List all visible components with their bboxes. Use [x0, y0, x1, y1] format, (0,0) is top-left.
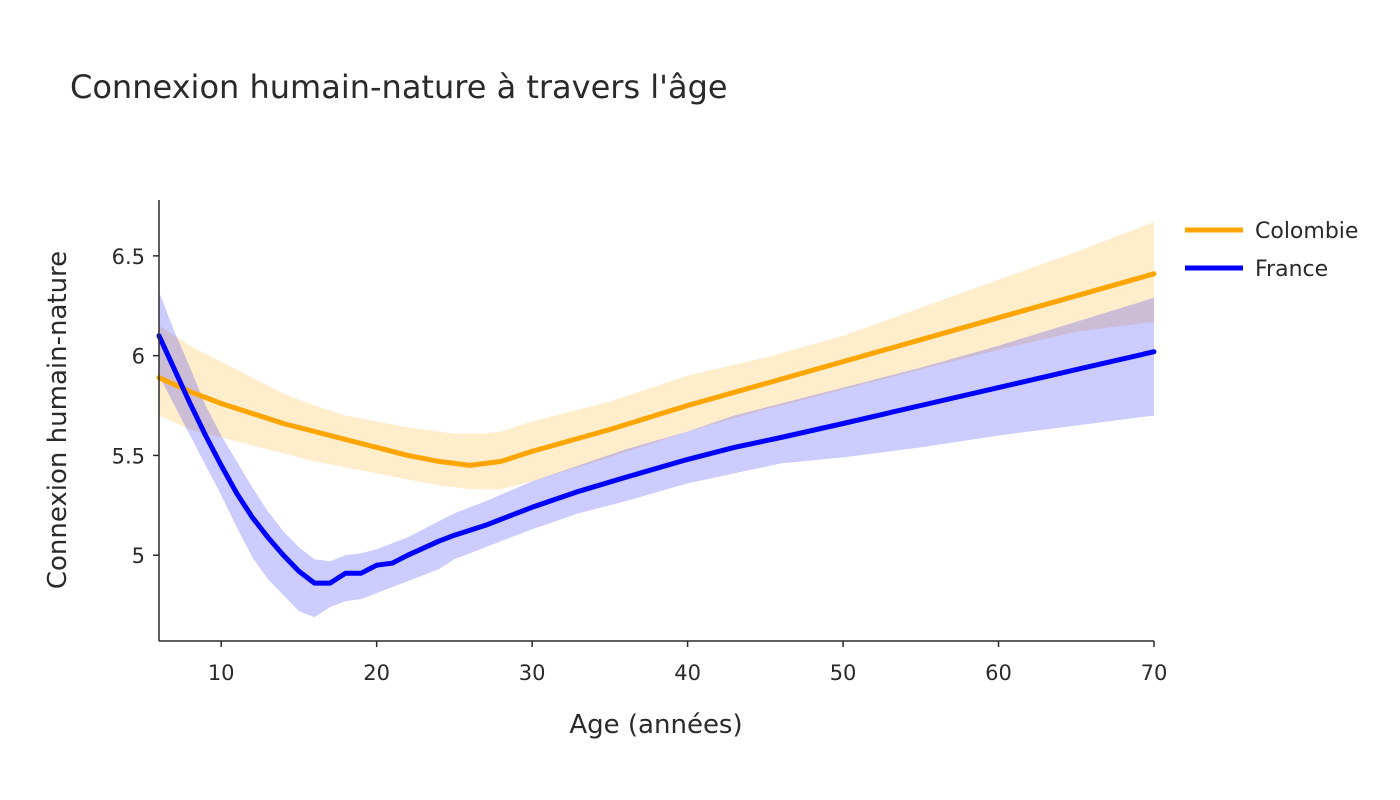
y-ticks: 5 5.5 6 6.5	[112, 245, 159, 568]
x-tick-label: 10	[208, 661, 235, 685]
legend: Colombie France	[1185, 219, 1358, 282]
band-colombie	[159, 222, 1154, 490]
x-ticks: 10 20 30 40 50 60 70	[208, 641, 1168, 685]
x-tick-label: 30	[519, 661, 546, 685]
confidence-bands	[159, 222, 1154, 618]
x-axis-title: Age (années)	[569, 710, 742, 740]
x-tick-label: 60	[985, 661, 1012, 685]
band-france	[159, 291, 1154, 618]
y-tick-label: 5	[132, 544, 145, 568]
y-tick-label: 5.5	[112, 444, 145, 468]
y-axis-title: Connexion humain-nature	[43, 251, 73, 589]
x-tick-label: 50	[830, 661, 857, 685]
line-colombie	[156, 271, 1157, 468]
x-tick-label: 70	[1141, 661, 1168, 685]
legend-label-france: France	[1255, 257, 1328, 282]
y-tick-label: 6.5	[112, 245, 145, 269]
y-tick-label: 6	[132, 345, 145, 369]
line-france	[156, 333, 1157, 586]
x-tick-label: 40	[674, 661, 701, 685]
axes	[158, 200, 1154, 642]
series-lines	[156, 271, 1157, 586]
chart-title: Connexion humain-nature à travers l'âge	[70, 68, 728, 106]
legend-label-colombie: Colombie	[1255, 219, 1358, 244]
x-tick-label: 20	[363, 661, 390, 685]
